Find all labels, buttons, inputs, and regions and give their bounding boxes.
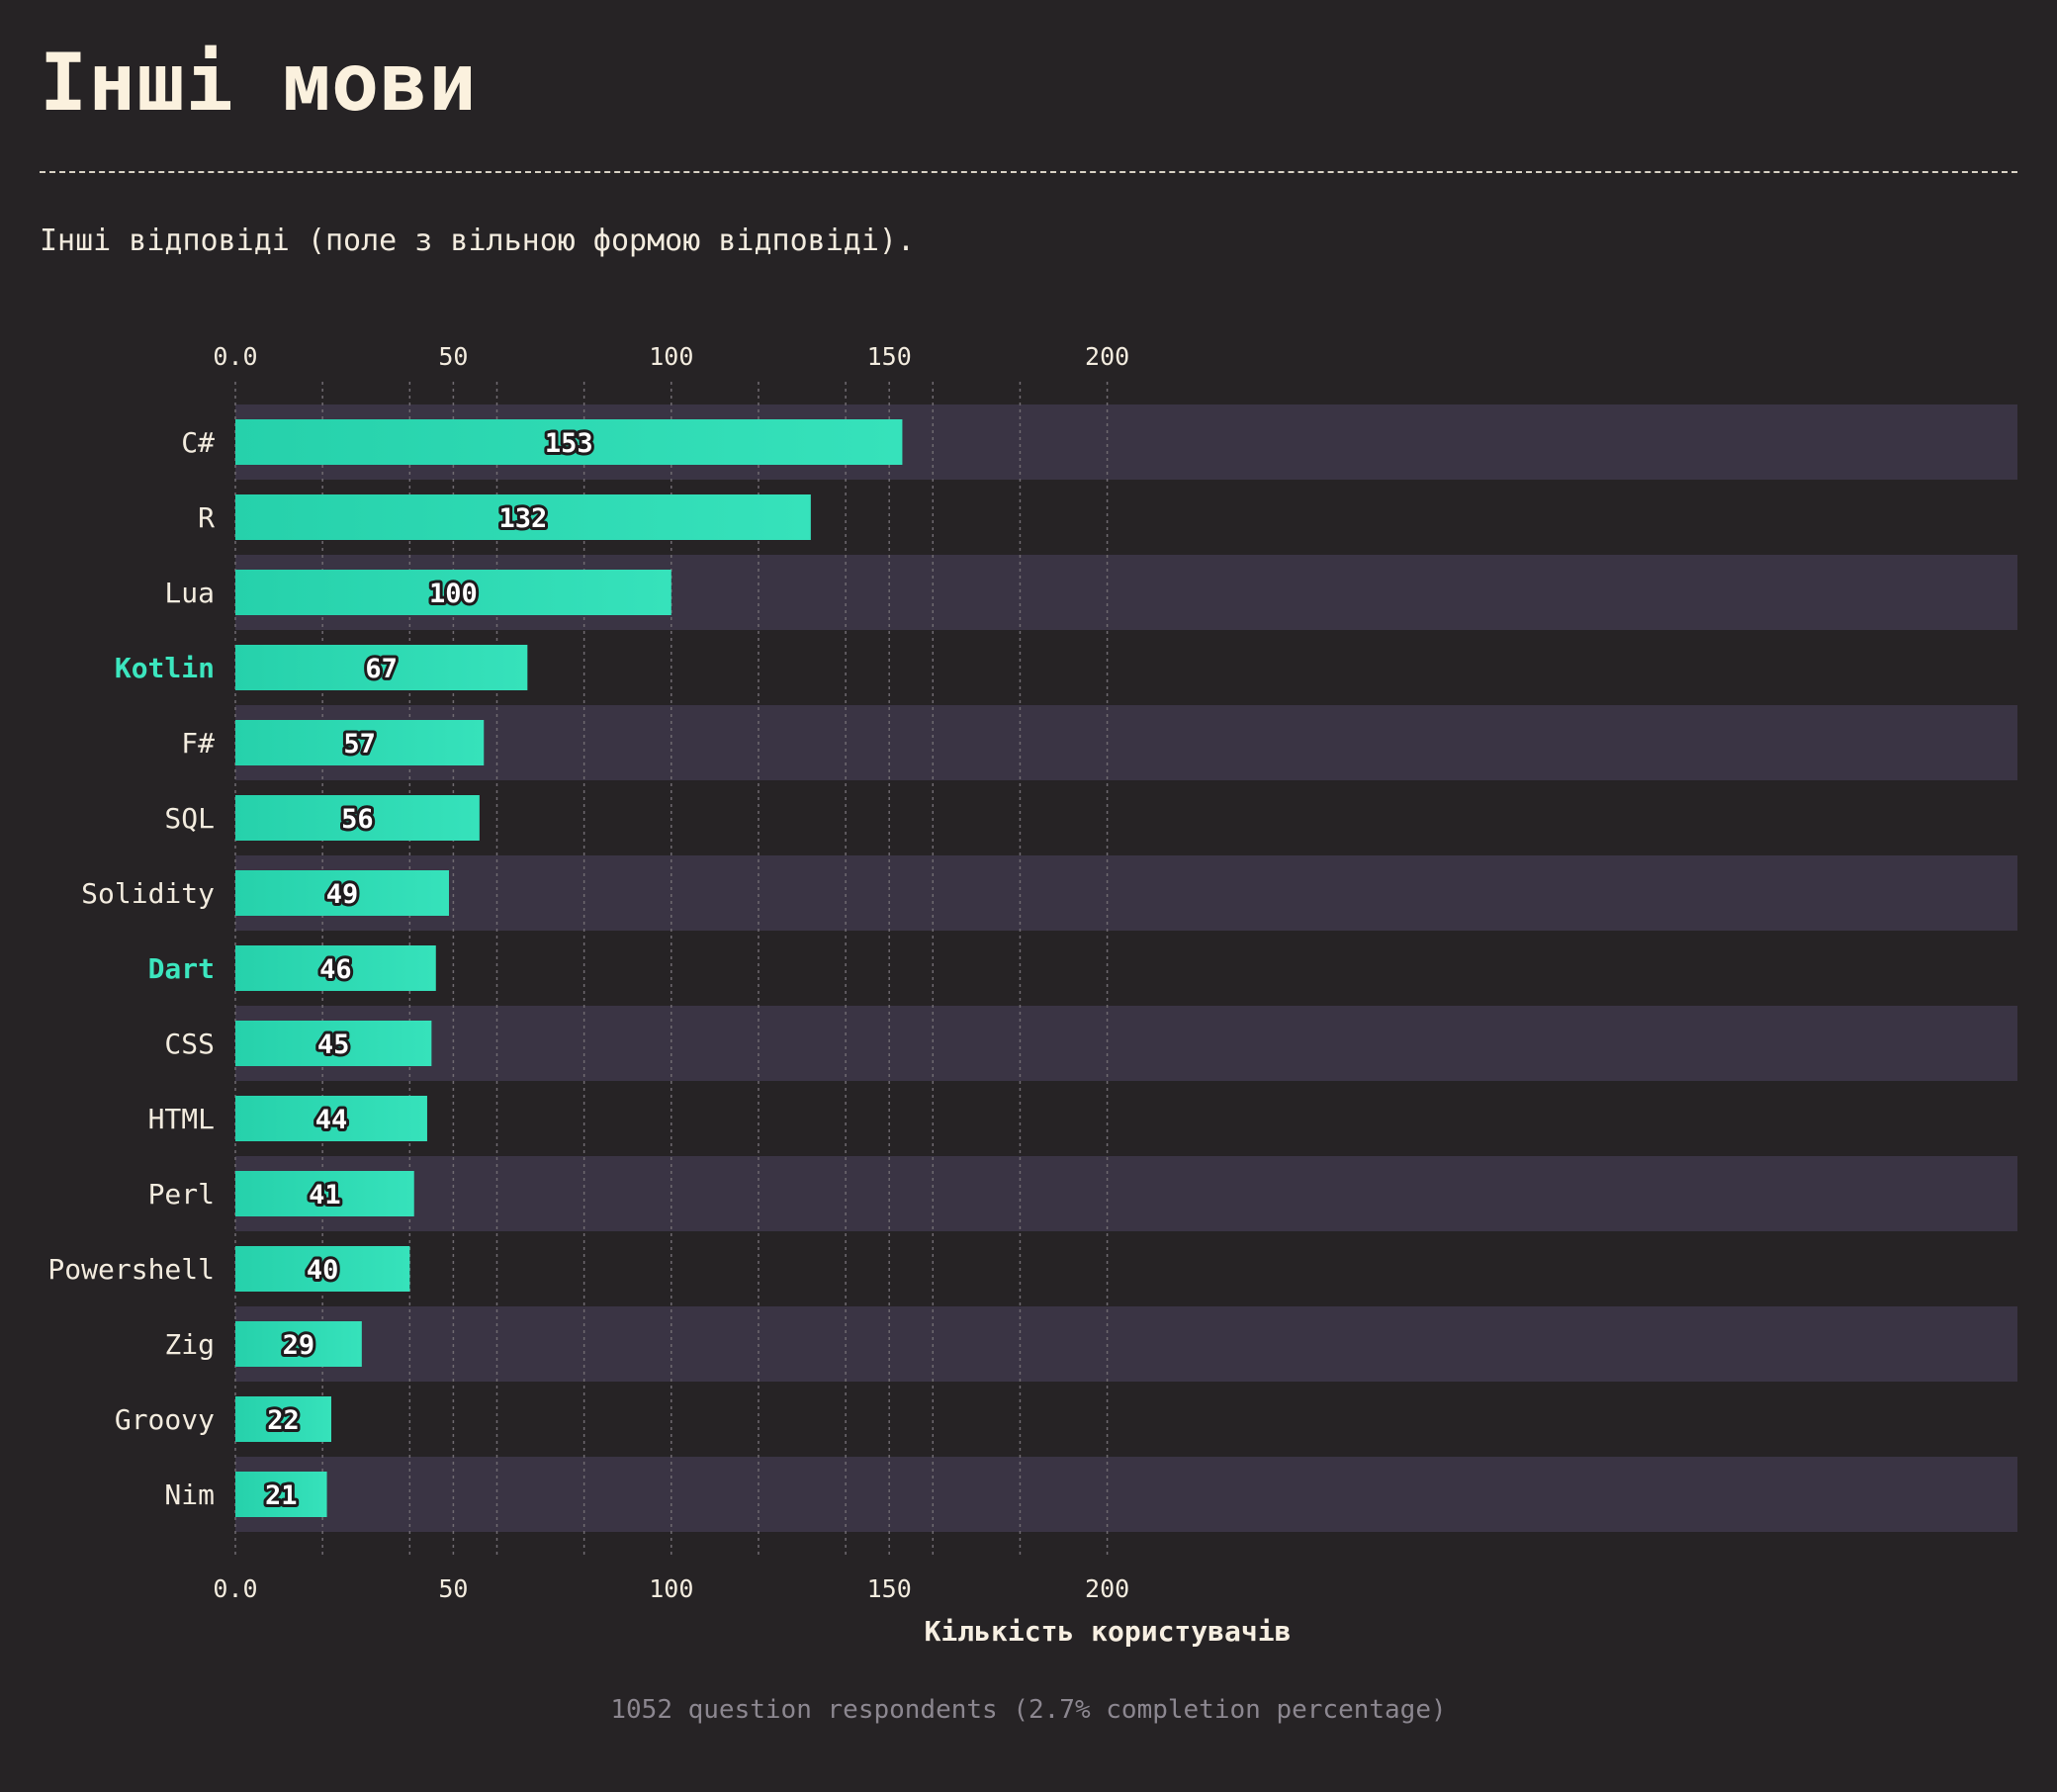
value-label: 49: [326, 879, 359, 910]
category-label: Nim: [164, 1478, 215, 1511]
value-label: 29: [283, 1330, 315, 1361]
tick-label-top: 0.0: [213, 342, 257, 371]
tick-label-bottom: 150: [867, 1574, 912, 1603]
row-band: [235, 705, 2017, 780]
category-label: CSS: [164, 1028, 215, 1060]
category-label: Lua: [164, 577, 215, 609]
tick-label-bottom: 50: [438, 1574, 468, 1603]
value-label: 57: [343, 729, 376, 760]
category-label: SQL: [164, 802, 215, 835]
tick-label-top: 150: [867, 342, 912, 371]
value-label: 100: [429, 579, 478, 609]
category-labels: C# R Lua Kotlin F# SQL Solidity Dart CSS HTML Perl…: [47, 426, 215, 1511]
category-label: Solidity: [81, 877, 215, 910]
category-label: Dart: [148, 952, 215, 985]
category-label: Groovy: [115, 1403, 215, 1436]
tick-label-bottom: 100: [649, 1574, 693, 1603]
value-label: 67: [365, 654, 398, 684]
category-label: Powershell: [47, 1253, 215, 1286]
value-label: 22: [267, 1405, 300, 1436]
tick-label-top: 200: [1085, 342, 1129, 371]
bottom-axis-ticks: 0.0 50 100 150 200: [213, 1574, 1129, 1603]
category-label: HTML: [148, 1103, 215, 1135]
category-label: R: [198, 501, 215, 534]
value-label: 21: [265, 1480, 298, 1511]
x-axis-label: Кількість користувачів: [925, 1615, 1292, 1648]
category-label: Perl: [148, 1178, 215, 1210]
tick-label-top: 100: [649, 342, 693, 371]
value-label: 45: [317, 1030, 350, 1060]
row-band: [235, 1156, 2017, 1231]
category-label: Zig: [164, 1328, 215, 1361]
value-label: 56: [341, 804, 374, 835]
category-label: C#: [181, 426, 215, 459]
tick-label-bottom: 200: [1085, 1574, 1129, 1603]
value-label: 41: [309, 1180, 341, 1210]
row-band: [235, 1457, 2017, 1532]
value-label: 40: [307, 1255, 339, 1286]
tick-label-top: 50: [438, 342, 468, 371]
value-label: 153: [545, 428, 593, 459]
tick-label-bottom: 0.0: [213, 1574, 257, 1603]
top-axis-ticks: 0.0 50 100 150 200: [213, 342, 1129, 371]
category-label: Kotlin: [115, 652, 215, 684]
category-label: F#: [181, 727, 215, 760]
row-band: [235, 1006, 2017, 1081]
row-band: [235, 1306, 2017, 1382]
value-label: 44: [315, 1105, 348, 1135]
value-label: 46: [319, 954, 352, 985]
bar-chart: C# R Lua Kotlin F# SQL Solidity Dart CSS HTML Perl…: [0, 0, 2057, 1681]
row-band: [235, 855, 2017, 931]
value-label: 132: [499, 503, 548, 534]
respondents-note: 1052 question respondents (2.7% completi…: [0, 1695, 2057, 1725]
